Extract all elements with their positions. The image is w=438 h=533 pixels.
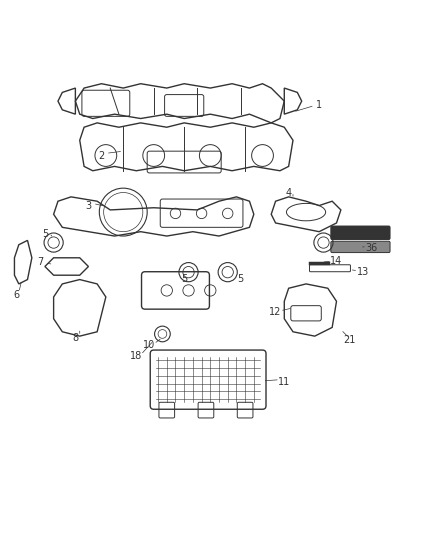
Text: 1: 1	[316, 100, 322, 110]
Text: 18: 18	[130, 351, 142, 361]
Text: 21: 21	[343, 335, 356, 345]
Text: 16: 16	[365, 231, 378, 241]
Text: 5: 5	[238, 273, 244, 284]
Text: 7: 7	[37, 257, 44, 267]
Text: 5: 5	[42, 229, 48, 239]
Text: 5: 5	[181, 273, 187, 284]
Text: 10: 10	[143, 340, 155, 350]
Text: 13: 13	[357, 266, 369, 277]
Text: 8: 8	[72, 333, 78, 343]
Text: 36: 36	[365, 243, 378, 253]
FancyBboxPatch shape	[331, 241, 390, 253]
Text: 12: 12	[269, 307, 282, 317]
Text: 4: 4	[286, 188, 292, 198]
Text: 2: 2	[99, 150, 105, 160]
Text: 11: 11	[278, 377, 290, 387]
Text: 3: 3	[85, 200, 92, 211]
Text: 14: 14	[330, 256, 343, 266]
FancyBboxPatch shape	[331, 226, 390, 239]
Text: 5: 5	[329, 230, 335, 240]
Text: 6: 6	[14, 290, 20, 300]
